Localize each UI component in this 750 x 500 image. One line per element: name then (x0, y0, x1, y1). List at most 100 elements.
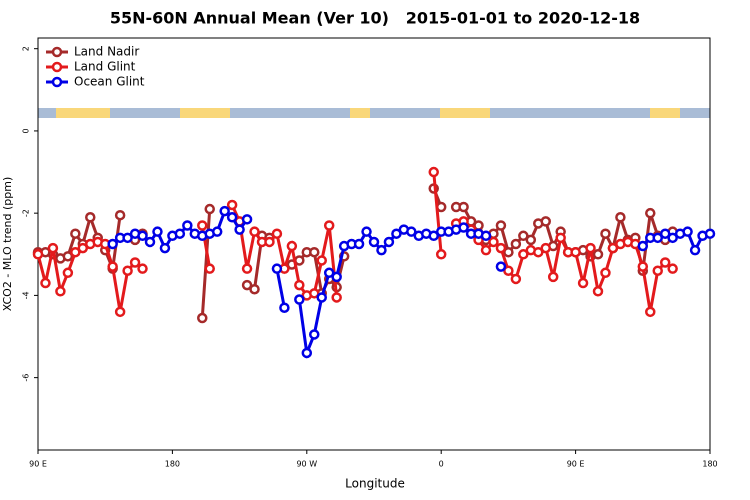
ocean-patch (490, 108, 650, 118)
y-tick-label: -6 (22, 374, 31, 382)
data-point (659, 228, 671, 239)
data-point (85, 212, 96, 223)
data-point (570, 246, 581, 258)
legend-marker (51, 61, 63, 73)
ocean-patch (38, 108, 56, 118)
data-point (391, 228, 402, 239)
data-point (174, 228, 186, 239)
x-tick-label: 180 (702, 460, 717, 469)
data-point (159, 242, 171, 254)
data-point (107, 238, 118, 250)
legend-label: Land Glint (74, 60, 136, 74)
data-point (294, 279, 305, 291)
legend-label: Land Nadir (74, 45, 139, 59)
data-point (533, 246, 544, 258)
data-point (376, 244, 387, 256)
y-tick-label: -2 (22, 209, 31, 217)
data-point (600, 228, 611, 239)
data-point (331, 271, 342, 283)
data-point (592, 249, 604, 260)
data-point (137, 263, 148, 274)
data-point (309, 246, 320, 258)
data-point (197, 312, 208, 324)
data-point (428, 166, 439, 178)
data-point (211, 226, 223, 237)
data-point (316, 255, 327, 266)
data-point (204, 203, 215, 215)
data-point (600, 267, 611, 279)
data-point (122, 232, 133, 244)
data-point (249, 226, 260, 237)
data-point (197, 220, 208, 231)
data-point (353, 238, 365, 250)
data-point (62, 267, 74, 279)
x-tick-label: 90 E (29, 460, 47, 469)
data-point (70, 246, 81, 258)
data-point (331, 292, 342, 303)
data-point (458, 201, 469, 213)
data-point (368, 236, 380, 248)
data-point (510, 238, 522, 250)
data-point (323, 267, 335, 279)
data-point (107, 261, 118, 272)
ocean-patch (230, 108, 350, 118)
data-point (316, 292, 327, 303)
x-axis-label: Longitude (345, 477, 405, 491)
y-tick-label: 0 (22, 128, 31, 133)
data-point (144, 236, 156, 248)
data-point (480, 244, 492, 256)
data-point (510, 273, 522, 285)
x-tick-label: 90 W (296, 460, 317, 469)
data-point (503, 265, 514, 276)
data-point (488, 236, 499, 248)
map-strip (38, 108, 710, 118)
data-point (32, 249, 44, 260)
y-tick-label: 2 (22, 46, 31, 51)
data-point (682, 226, 693, 237)
data-point (294, 294, 305, 305)
data-point (182, 220, 193, 231)
data-point (607, 242, 619, 254)
plot-frame (37, 37, 711, 451)
data-point (667, 232, 678, 244)
legend-marker (51, 46, 63, 58)
data-point (592, 286, 604, 297)
data-point (383, 236, 395, 248)
data-point (503, 246, 514, 258)
data-point (637, 240, 649, 252)
data-point (152, 226, 163, 237)
data-point (525, 234, 537, 246)
data-point (659, 257, 671, 268)
data-point (271, 263, 283, 274)
x-tick-label: 90 E (567, 460, 585, 469)
data-point (114, 209, 126, 221)
data-point (40, 277, 51, 289)
legend-label: Ocean Glint (74, 75, 145, 89)
data-point (495, 220, 507, 231)
data-point (264, 236, 275, 248)
data-point (652, 232, 663, 244)
data-point (480, 230, 492, 242)
data-point (226, 212, 238, 223)
data-point (309, 329, 320, 340)
ocean-patch (680, 108, 710, 118)
data-point (309, 288, 320, 299)
data-point (689, 244, 701, 256)
data-point (70, 228, 81, 239)
data-point (271, 228, 283, 239)
data-point (301, 347, 313, 359)
y-tick-label: -4 (22, 291, 31, 299)
data-point (219, 205, 230, 217)
data-point (137, 230, 148, 242)
data-point (585, 242, 596, 254)
ocean-patch (370, 108, 440, 118)
data-point (518, 230, 529, 242)
data-point (55, 286, 66, 297)
data-point (458, 222, 469, 233)
data-point (428, 230, 439, 242)
data-point (577, 277, 589, 289)
data-point (704, 228, 716, 239)
data-point (323, 220, 335, 231)
data-point (361, 226, 372, 237)
